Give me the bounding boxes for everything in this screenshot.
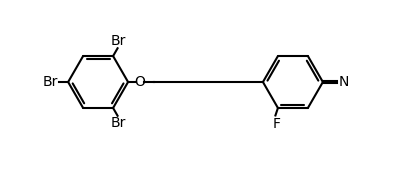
Text: Br: Br: [110, 116, 126, 130]
Text: Br: Br: [43, 75, 58, 89]
Text: N: N: [339, 75, 349, 89]
Text: O: O: [134, 75, 145, 89]
Text: Br: Br: [110, 34, 126, 48]
Text: F: F: [272, 117, 280, 132]
